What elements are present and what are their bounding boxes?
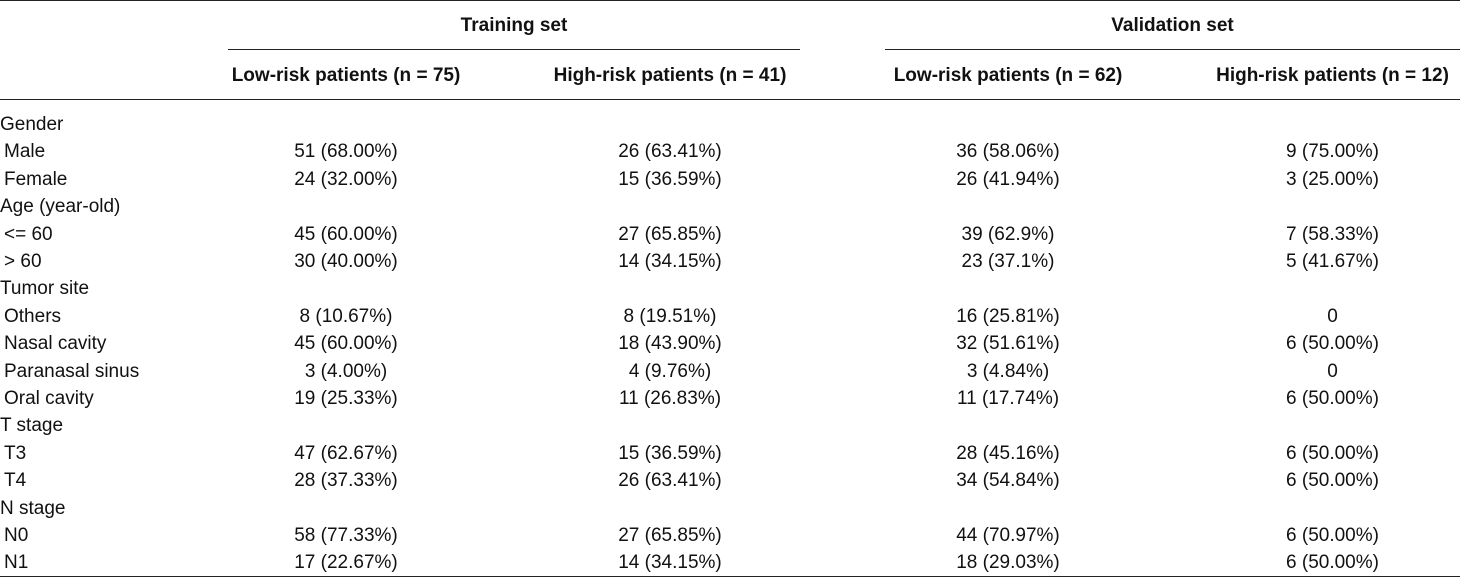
table-row: N1 17 (22.67%) 14 (34.15%) 18 (29.03%) 6 (50… <box>0 549 1460 577</box>
table-category-row: N stage <box>0 495 1460 523</box>
table-cell: 58 (77.33%) <box>294 525 398 546</box>
row-label: <= 60 <box>4 223 53 245</box>
column-header-training-high-risk: High-risk patients (n = 41) <box>553 65 787 86</box>
table-row: T4 28 (37.33%) 26 (63.41%) 34 (54.84%) 6 (50… <box>0 467 1460 495</box>
table-cell: 26 (63.41%) <box>618 141 722 163</box>
category-label: Age (year-old) <box>0 196 121 218</box>
table-cell: 16 (25.81%) <box>956 305 1060 327</box>
table-cell: 0 <box>1327 305 1338 327</box>
column-header-training-low-risk: Low-risk patients (n = 75) <box>231 65 461 86</box>
table-cell: 30 (40.00%) <box>294 251 398 272</box>
row-label: Paranasal sinus <box>4 360 140 382</box>
group-header-validation: Validation set <box>1111 15 1234 36</box>
row-label: Oral cavity <box>4 388 94 409</box>
table-cell: 8 (10.67%) <box>299 305 393 327</box>
row-label: Others <box>4 305 62 327</box>
validation-group-rule <box>885 49 1460 50</box>
table-row: Oral cavity 19 (25.33%) 11 (26.83%) 11 (17.… <box>0 385 1460 413</box>
table-cell: 15 (36.59%) <box>618 168 722 190</box>
table-row: Others 8 (10.67%) 8 (19.51%) 16 (25.81%) 0 <box>0 303 1460 331</box>
table-cell: 36 (58.06%) <box>956 141 1060 163</box>
table-cell: 5 (41.67%) <box>1286 251 1379 272</box>
table-cell: 6 (50.00%) <box>1286 442 1379 464</box>
category-label: Gender <box>0 114 64 135</box>
table-cell: 6 (50.00%) <box>1286 333 1379 355</box>
table-cell: 18 (43.90%) <box>618 333 722 355</box>
table-cell: 34 (54.84%) <box>956 470 1060 492</box>
row-label: N1 <box>4 552 29 574</box>
table-cell: 11 (26.83%) <box>618 388 722 409</box>
training-group-rule <box>228 49 800 50</box>
table-cell: 19 (25.33%) <box>294 388 398 409</box>
table-cell: 45 (60.00%) <box>294 223 398 245</box>
category-label: Tumor site <box>0 278 90 300</box>
table-cell: 3 (4.84%) <box>966 360 1050 382</box>
table-cell: 26 (41.94%) <box>956 168 1060 190</box>
table-category-row: Tumor site <box>0 275 1460 303</box>
table-cell: 3 (25.00%) <box>1286 168 1379 190</box>
table-row: Female 24 (32.00%) 15 (36.59%) 26 (41.94%) 3… <box>0 166 1460 194</box>
table-cell: 18 (29.03%) <box>956 552 1060 574</box>
table-row: Male 51 (68.00%) 26 (63.41%) 36 (58.06%) 9 (… <box>0 138 1460 166</box>
column-header-validation-low-risk: Low-risk patients (n = 62) <box>893 65 1123 86</box>
table-category-row: T stage <box>0 412 1460 440</box>
table-cell: 28 (37.33%) <box>294 470 398 492</box>
table-cell: 3 (4.00%) <box>304 360 388 382</box>
table-cell: 24 (32.00%) <box>294 168 398 190</box>
table-cell: 8 (19.51%) <box>623 305 717 327</box>
table-row: > 60 30 (40.00%) 14 (34.15%) 23 (37.1%) 5 (4… <box>0 248 1460 276</box>
table-category-row: Gender <box>0 111 1460 139</box>
table-cell: 15 (36.59%) <box>618 442 722 464</box>
table-cell: 47 (62.67%) <box>294 442 398 464</box>
table-cell: 14 (34.15%) <box>618 552 722 574</box>
table-cell: 6 (50.00%) <box>1286 552 1379 574</box>
table-cell: 45 (60.00%) <box>294 333 398 355</box>
row-label: > 60 <box>4 251 42 272</box>
table-cell: 6 (50.00%) <box>1286 388 1379 409</box>
category-label: N stage <box>0 497 66 519</box>
table-cell: 6 (50.00%) <box>1286 525 1379 546</box>
table-cell: 17 (22.67%) <box>294 552 398 574</box>
table-cell: 39 (62.9%) <box>961 223 1055 245</box>
table-cell: 7 (58.33%) <box>1286 223 1379 245</box>
table-top-rule <box>0 0 1460 1</box>
table-cell: 27 (65.85%) <box>618 525 722 546</box>
table-row: Paranasal sinus 3 (4.00%) 4 (9.76%) 3 (4.84… <box>0 358 1460 386</box>
table-cell: 14 (34.15%) <box>618 251 722 272</box>
table-cell: 27 (65.85%) <box>618 223 722 245</box>
table-cell: 28 (45.16%) <box>956 442 1060 464</box>
row-label: T3 <box>4 442 27 464</box>
row-label: N0 <box>4 525 29 546</box>
row-label: Female <box>4 168 68 190</box>
category-label: T stage <box>0 415 64 437</box>
row-label: Nasal cavity <box>4 333 107 355</box>
table-cell: 11 (17.74%) <box>956 388 1060 409</box>
table-cell: 6 (50.00%) <box>1286 470 1379 492</box>
table-row: N0 58 (77.33%) 27 (65.85%) 44 (70.97%) 6 (50… <box>0 522 1460 550</box>
table-cell: 4 (9.76%) <box>628 360 712 382</box>
table-cell: 23 (37.1%) <box>961 251 1055 272</box>
table-row: <= 60 45 (60.00%) 27 (65.85%) 39 (62.9%) 7 (… <box>0 221 1460 249</box>
table-cell: 32 (51.61%) <box>956 333 1060 355</box>
column-header-validation-high-risk: High-risk patients (n = 12) <box>1216 65 1449 86</box>
table-cell: 44 (70.97%) <box>956 525 1060 546</box>
table-cell: 9 (75.00%) <box>1286 141 1379 163</box>
row-label: Male <box>4 141 46 163</box>
table-row: Nasal cavity 45 (60.00%) 18 (43.90%) 32 (51… <box>0 330 1460 358</box>
header-bottom-rule <box>0 99 1460 100</box>
table-row: T3 47 (62.67%) 15 (36.59%) 28 (45.16%) 6 (50… <box>0 440 1460 468</box>
group-header-training: Training set <box>460 15 568 36</box>
table-cell: 0 <box>1327 360 1338 382</box>
table-category-row: Age (year-old) <box>0 193 1460 221</box>
row-label: T4 <box>4 470 27 492</box>
table-cell: 51 (68.00%) <box>294 141 398 163</box>
table-cell: 26 (63.41%) <box>618 470 722 492</box>
